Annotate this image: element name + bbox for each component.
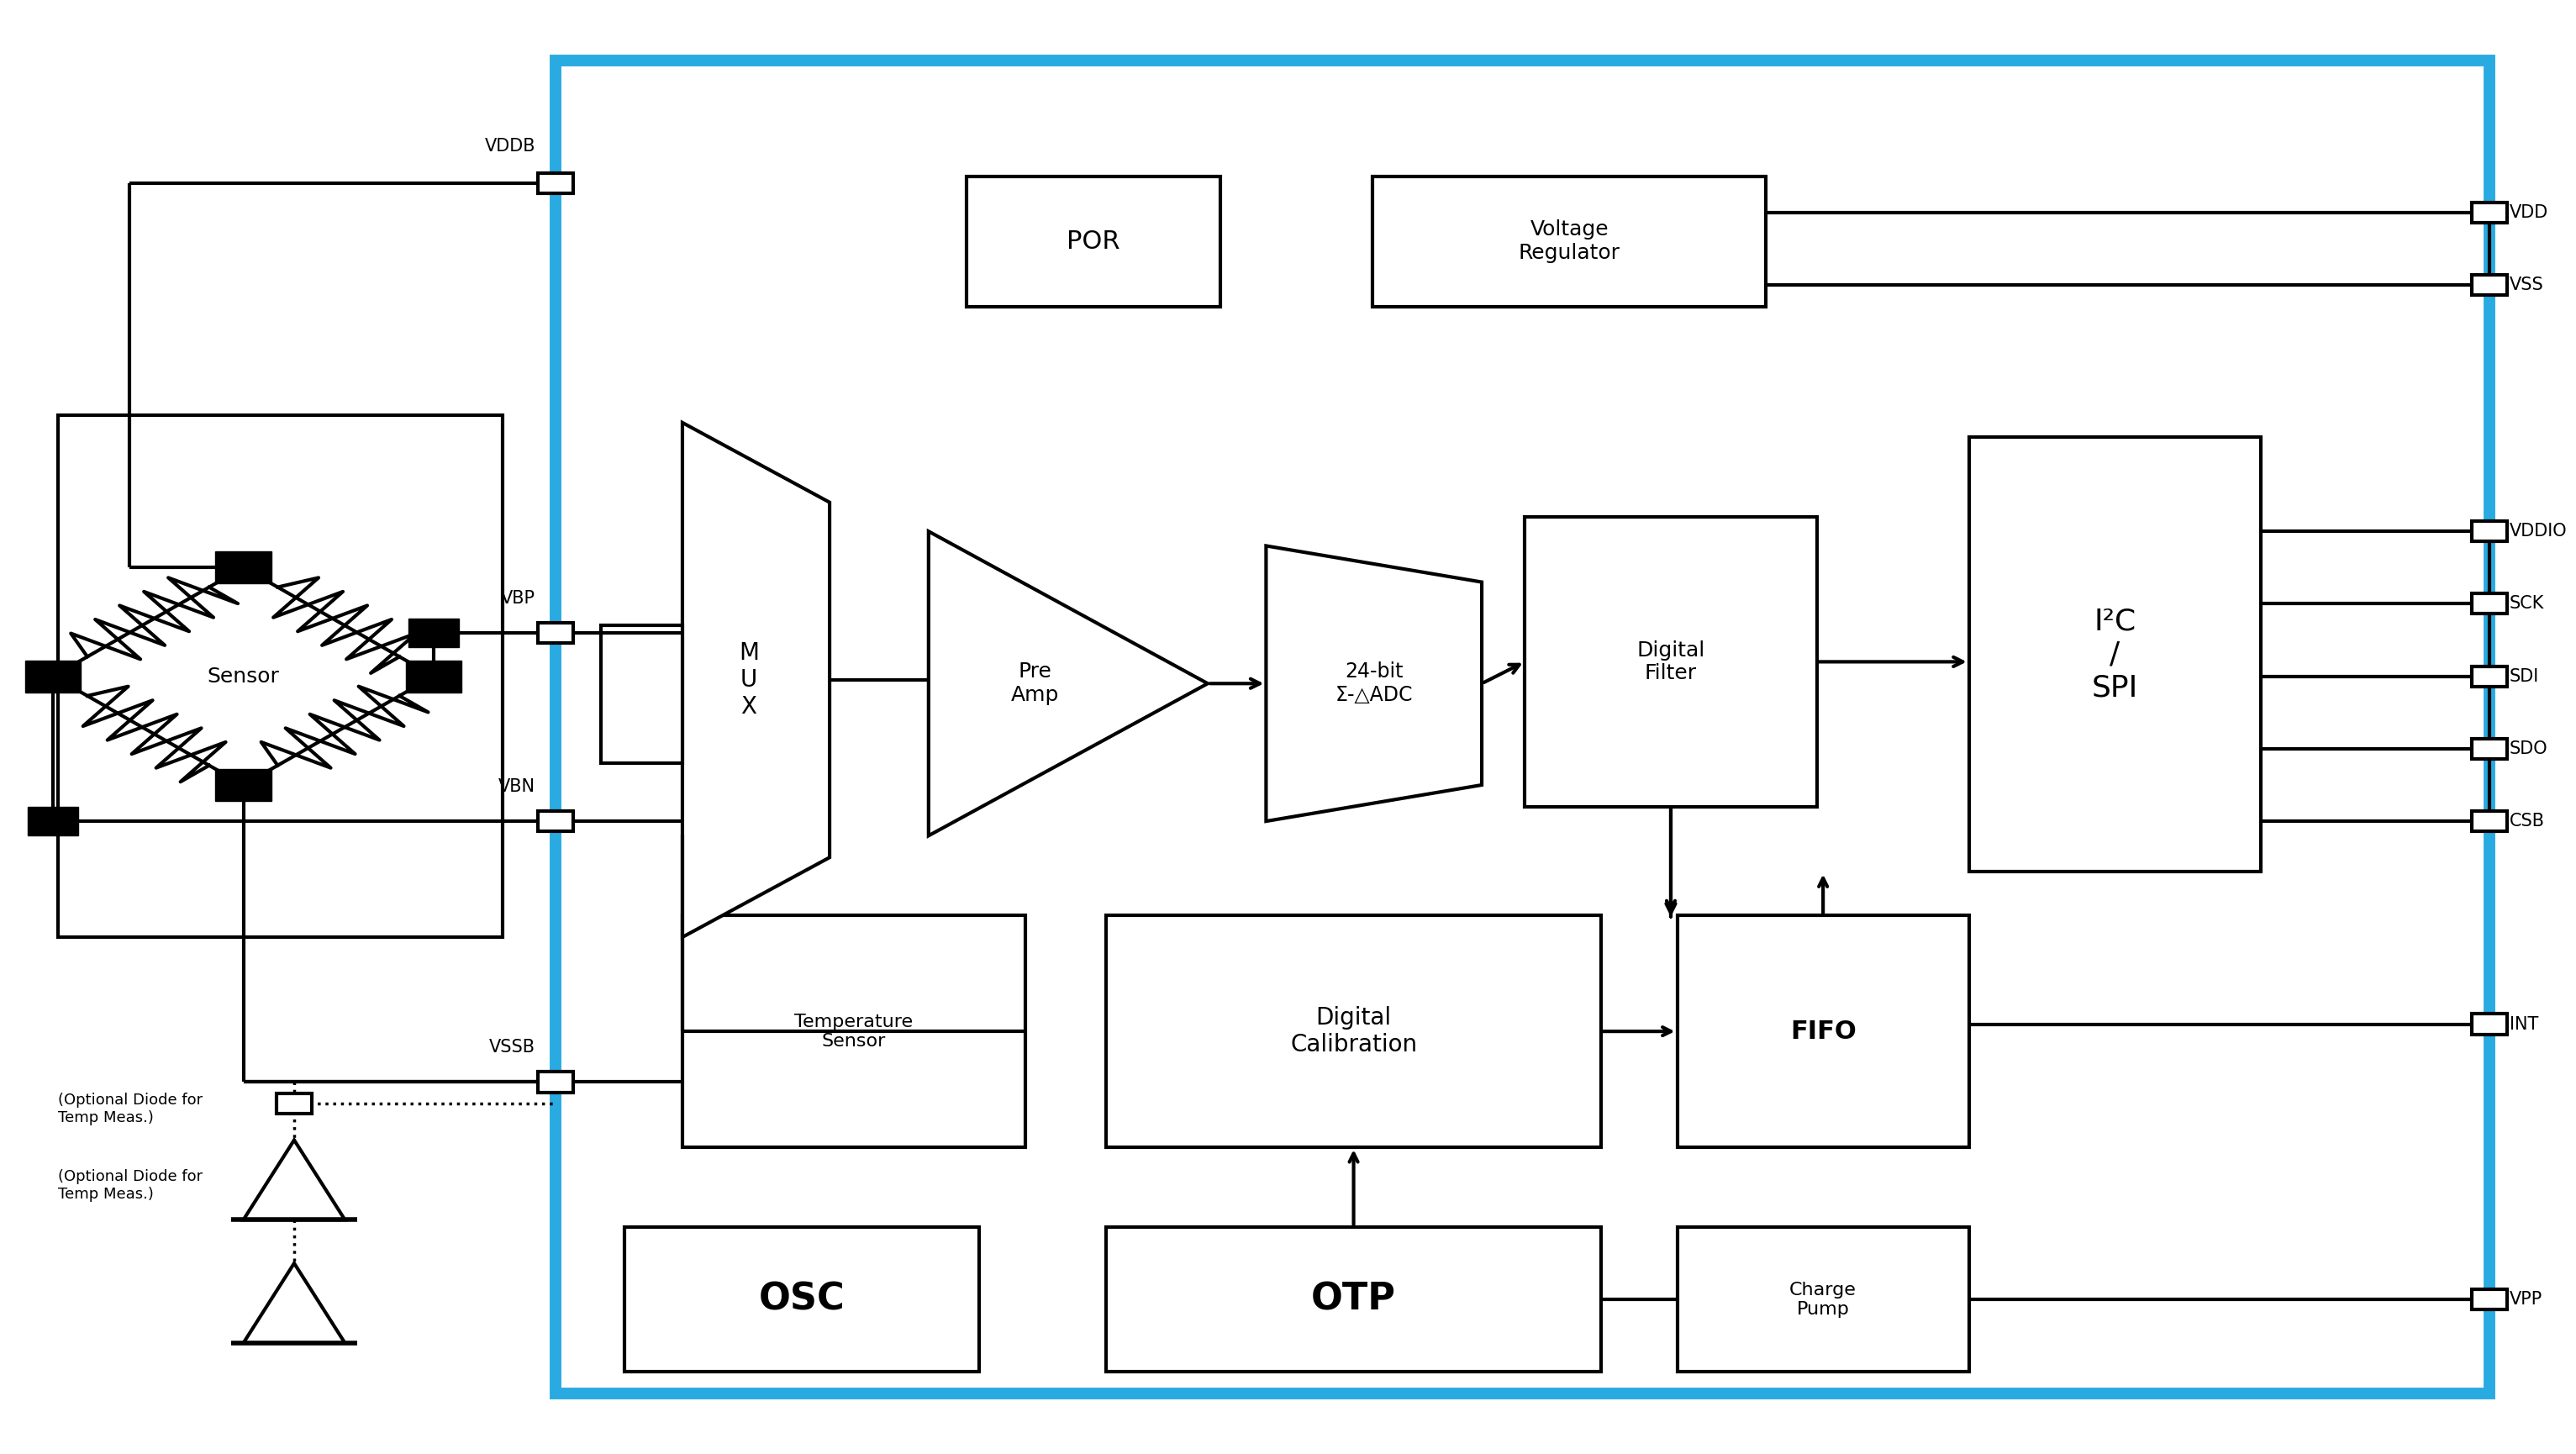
Polygon shape <box>683 423 829 938</box>
Text: (Optional Diode for
Temp Meas.): (Optional Diode for Temp Meas.) <box>59 1093 204 1125</box>
Text: (Optional Diode for
Temp Meas.): (Optional Diode for Temp Meas.) <box>59 1169 204 1201</box>
Text: OTP: OTP <box>1311 1281 1396 1317</box>
Bar <box>2470 521 2506 541</box>
Bar <box>276 1093 312 1114</box>
Bar <box>2470 275 2506 295</box>
Bar <box>28 807 77 836</box>
Bar <box>623 1227 979 1373</box>
Bar <box>2470 739 2506 759</box>
Text: VPP: VPP <box>2509 1291 2543 1309</box>
Text: SCK: SCK <box>2509 595 2545 612</box>
Bar <box>2470 593 2506 614</box>
Text: I²C
/
SPI: I²C / SPI <box>2092 608 2138 702</box>
Bar <box>2470 811 2506 832</box>
Bar <box>216 769 270 801</box>
Bar <box>407 660 461 692</box>
Bar <box>2470 202 2506 222</box>
Bar <box>26 660 80 692</box>
Bar <box>1677 1227 1968 1373</box>
Text: OSC: OSC <box>757 1281 845 1317</box>
Bar <box>216 551 270 583</box>
Bar <box>1677 916 1968 1147</box>
Text: VBN: VBN <box>497 778 536 795</box>
Text: INT: INT <box>2509 1016 2537 1032</box>
Text: VDDB: VDDB <box>484 138 536 154</box>
Text: Pre
Amp: Pre Amp <box>1010 662 1059 705</box>
Text: 24-bit
Σ-△ADC: 24-bit Σ-△ADC <box>1334 662 1412 705</box>
Bar <box>1373 176 1767 307</box>
Text: VSSB: VSSB <box>489 1040 536 1056</box>
Text: SDO: SDO <box>2509 740 2548 758</box>
Bar <box>538 1072 574 1092</box>
Text: Voltage
Regulator: Voltage Regulator <box>1517 220 1620 263</box>
Bar <box>410 618 459 647</box>
Text: SDI: SDI <box>2509 667 2540 685</box>
Bar <box>966 176 1221 307</box>
Text: POR: POR <box>1066 230 1121 253</box>
Text: Digital
Filter: Digital Filter <box>1636 640 1705 683</box>
Bar <box>538 811 574 832</box>
Bar <box>2470 666 2506 686</box>
Bar <box>556 60 2488 1394</box>
Text: M
U
X: M U X <box>739 641 760 718</box>
Text: Sensor: Sensor <box>206 666 278 686</box>
Polygon shape <box>242 1264 345 1343</box>
Text: VSS: VSS <box>2509 276 2543 294</box>
Polygon shape <box>1265 545 1481 822</box>
Polygon shape <box>927 531 1208 836</box>
Text: Temperature
Sensor: Temperature Sensor <box>793 1013 912 1050</box>
Bar <box>538 173 574 193</box>
Text: VDD: VDD <box>2509 204 2548 221</box>
Bar <box>538 622 574 643</box>
Bar <box>1525 516 1816 807</box>
Bar <box>1968 438 2262 872</box>
Bar <box>683 916 1025 1147</box>
Text: Charge
Pump: Charge Pump <box>1790 1281 1857 1317</box>
Text: VBP: VBP <box>500 590 536 606</box>
Polygon shape <box>242 1140 345 1220</box>
Bar <box>1105 1227 1602 1373</box>
Text: Digital
Calibration: Digital Calibration <box>1291 1006 1417 1057</box>
Text: CSB: CSB <box>2509 813 2545 830</box>
Bar <box>59 416 502 938</box>
Bar <box>1105 916 1602 1147</box>
Text: FIFO: FIFO <box>1790 1019 1857 1044</box>
Text: VDDIO: VDDIO <box>2509 523 2568 539</box>
Bar <box>600 625 683 763</box>
Bar <box>2470 1290 2506 1310</box>
Bar <box>2470 1013 2506 1034</box>
